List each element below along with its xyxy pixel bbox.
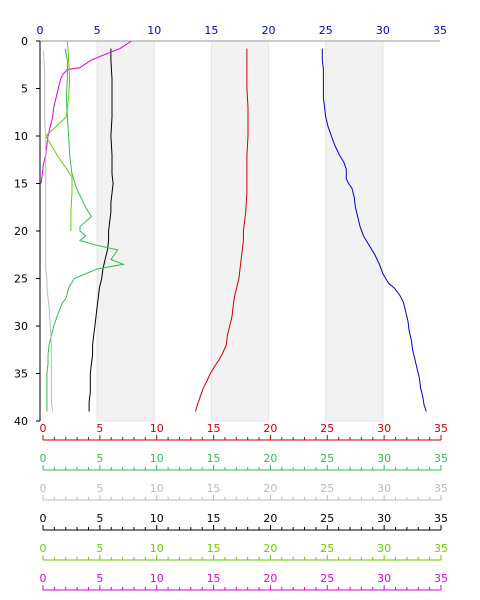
axis-red-label: 30 (377, 422, 391, 435)
y-axis: 0 5 10 15 20 25 30 35 40 (14, 35, 40, 428)
top-tick-label: 20 (262, 24, 276, 37)
top-tick-label: 5 (94, 24, 101, 37)
y-tick-label: 30 (14, 320, 28, 333)
axis-magenta: 0 5 10 15 20 25 30 35 (40, 572, 448, 591)
shaded-band-2 (325, 40, 384, 422)
axis-lime: 0 5 10 15 20 25 30 35 (40, 542, 448, 561)
series-line-6 (42, 50, 54, 412)
axis-green-label: 35 (434, 452, 448, 465)
axis-lightgray-label: 20 (263, 482, 277, 495)
axis-red-label: 15 (207, 422, 221, 435)
top-tick-label: 35 (433, 24, 447, 37)
y-tick-label: 25 (14, 273, 28, 286)
axis-magenta-label: 5 (96, 572, 103, 585)
y-tick-label: 35 (14, 368, 28, 381)
axis-lightgray-label: 10 (150, 482, 164, 495)
top-axis: 0 5 10 15 20 25 30 35 (37, 24, 448, 37)
y-tick-label: 5 (21, 83, 28, 96)
axis-red: 0 5 10 15 20 25 30 35 (40, 422, 448, 441)
axis-lime-label: 30 (377, 542, 391, 555)
axis-lime-label: 25 (320, 542, 334, 555)
axis-black: 0 5 10 15 20 25 30 35 (40, 512, 448, 531)
axis-green: 0 5 10 15 20 25 30 35 (40, 452, 448, 471)
axis-lightgray: 0 5 10 15 20 25 30 35 (40, 482, 448, 501)
axis-magenta-label: 30 (377, 572, 391, 585)
axis-green-label: 30 (377, 452, 391, 465)
axis-lightgray-label: 5 (96, 482, 103, 495)
axis-magenta-label: 25 (320, 572, 334, 585)
axis-green-label: 0 (40, 452, 47, 465)
y-tick-label: 10 (14, 130, 28, 143)
axis-red-label: 35 (434, 422, 448, 435)
axis-black-label: 20 (263, 512, 277, 525)
series-line-5 (46, 48, 126, 412)
series-line-2 (88, 48, 114, 412)
axis-black-label: 35 (434, 512, 448, 525)
axis-red-label: 25 (320, 422, 334, 435)
top-tick-label: 15 (204, 24, 218, 37)
axis-lime-label: 15 (207, 542, 221, 555)
axis-magenta-label: 20 (263, 572, 277, 585)
axis-red-label: 5 (96, 422, 103, 435)
top-tick-label: 10 (147, 24, 161, 37)
axis-lime-label: 35 (434, 542, 448, 555)
axis-lightgray-label: 0 (40, 482, 47, 495)
axis-black-label: 10 (150, 512, 164, 525)
series-line-1 (194, 48, 249, 412)
axis-lightgray-label: 30 (377, 482, 391, 495)
axis-magenta-label: 10 (150, 572, 164, 585)
data-series (40, 40, 427, 412)
axis-black-label: 5 (96, 512, 103, 525)
top-tick-label: 0 (37, 24, 44, 37)
axis-lime-label: 5 (96, 542, 103, 555)
y-tick-label: 20 (14, 225, 28, 238)
axis-lime-label: 0 (40, 542, 47, 555)
shaded-band-0 (96, 40, 155, 422)
shaded-band-1 (210, 40, 270, 422)
axis-magenta-label: 15 (207, 572, 221, 585)
y-tick-label: 0 (21, 35, 28, 48)
axis-lime-label: 10 (150, 542, 164, 555)
axis-green-label: 20 (263, 452, 277, 465)
axis-black-label: 0 (40, 512, 47, 525)
top-tick-label: 30 (376, 24, 390, 37)
axis-magenta-label: 35 (434, 572, 448, 585)
series-line-0 (321, 48, 427, 412)
top-tick-label: 25 (319, 24, 333, 37)
axis-lime-label: 20 (263, 542, 277, 555)
axis-green-label: 25 (320, 452, 334, 465)
axis-lightgray-label: 35 (434, 482, 448, 495)
y-tick-label: 40 (14, 415, 28, 428)
axis-black-label: 30 (377, 512, 391, 525)
axis-green-label: 10 (150, 452, 164, 465)
axis-lightgray-label: 25 (320, 482, 334, 495)
axis-green-label: 5 (96, 452, 103, 465)
axis-lightgray-label: 15 (207, 482, 221, 495)
axis-black-label: 25 (320, 512, 334, 525)
axis-magenta-label: 0 (40, 572, 47, 585)
axis-red-label: 10 (150, 422, 164, 435)
y-tick-label: 15 (14, 178, 28, 191)
shaded-bands (96, 40, 384, 422)
bottom-axes: 0 5 10 15 20 25 30 35 0 5 10 15 20 25 30 35 0 5 10 15 20 25 30… (40, 422, 448, 591)
axis-black-label: 15 (207, 512, 221, 525)
axis-green-label: 15 (207, 452, 221, 465)
axis-red-label: 20 (263, 422, 277, 435)
axis-red-label: 0 (40, 422, 47, 435)
